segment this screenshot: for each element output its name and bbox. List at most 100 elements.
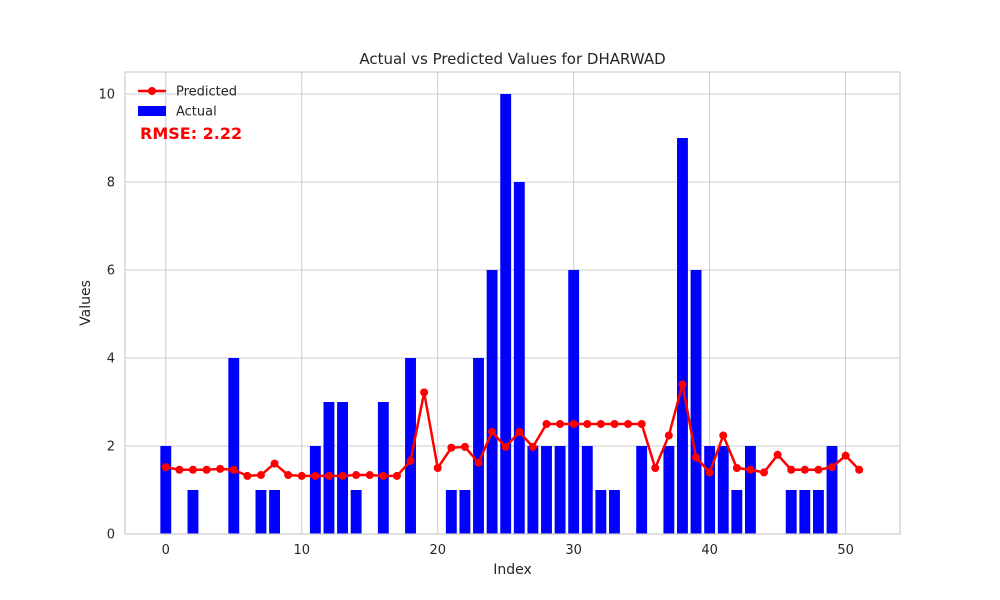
predicted-point <box>542 420 551 428</box>
legend-actual-swatch <box>138 106 166 116</box>
predicted-point <box>270 459 279 468</box>
predicted-point <box>596 420 605 428</box>
predicted-point <box>800 465 809 474</box>
actual-bar <box>527 446 539 534</box>
actual-bar <box>541 446 552 534</box>
predicted-point <box>705 468 714 477</box>
predicted-point <box>678 380 687 389</box>
actual-bar <box>513 182 525 534</box>
predicted-point <box>624 420 633 428</box>
chart-title: Actual vs Predicted Values for DHARWAD <box>359 50 665 68</box>
predicted-point <box>216 464 225 473</box>
x-tick-label: 50 <box>837 543 854 558</box>
predicted-point <box>719 431 728 440</box>
predicted-point <box>610 420 619 428</box>
predicted-point <box>488 427 497 436</box>
y-tick-labels: 0 2 4 6 8 10 <box>98 88 115 543</box>
predicted-point <box>828 463 837 472</box>
actual-bars <box>160 94 838 534</box>
actual-bar <box>581 446 593 534</box>
predicted-point <box>664 431 673 440</box>
predicted-point <box>338 471 347 480</box>
actual-bar <box>405 358 416 534</box>
predicted-point <box>202 465 211 474</box>
x-axis-label: Index <box>493 562 532 578</box>
x-tick-label: 20 <box>429 543 446 558</box>
predicted-point <box>760 468 769 477</box>
legend-predicted-label: Predicted <box>176 85 237 100</box>
predicted-point <box>732 464 741 472</box>
predicted-point <box>814 465 823 474</box>
actual-bar <box>595 490 607 534</box>
predicted-point <box>420 388 429 397</box>
predicted-point <box>324 471 333 480</box>
actual-bar <box>826 446 838 534</box>
predicted-point <box>256 471 265 480</box>
actual-bar <box>609 490 620 534</box>
rmse-annotation: RMSE: 2.22 <box>140 124 242 143</box>
y-tick-label: 4 <box>107 352 115 367</box>
predicted-point <box>583 420 592 428</box>
actual-bar <box>663 446 675 534</box>
actual-bar <box>459 490 471 534</box>
y-tick-label: 8 <box>107 176 115 191</box>
actual-bar <box>323 402 335 534</box>
predicted-point <box>651 464 660 472</box>
actual-bar <box>228 358 240 534</box>
actual-bar <box>690 270 702 534</box>
predicted-point <box>773 450 782 459</box>
x-tick-label: 10 <box>293 543 310 558</box>
actual-bar <box>677 138 688 534</box>
y-tick-label: 6 <box>107 264 115 279</box>
predicted-point <box>161 463 170 472</box>
predicted-point <box>692 453 701 462</box>
predicted-point <box>392 471 401 480</box>
predicted-point <box>229 465 238 474</box>
predicted-point <box>447 443 456 452</box>
predicted-point <box>379 471 388 480</box>
actual-bar <box>255 490 267 534</box>
actual-bar <box>745 446 756 534</box>
predicted-point <box>855 465 864 474</box>
x-tick-labels: 0 10 20 30 40 50 <box>162 543 854 558</box>
predicted-point <box>460 442 469 451</box>
actual-bar <box>785 490 797 534</box>
predicted-point <box>284 471 293 480</box>
actual-bar <box>473 358 484 534</box>
predicted-point <box>787 465 796 474</box>
actual-bar <box>445 490 457 534</box>
predicted-point <box>297 471 306 480</box>
plot-area <box>125 72 900 534</box>
actual-bar <box>187 490 199 534</box>
actual-bar <box>704 446 716 534</box>
actual-bar <box>350 490 362 534</box>
x-tick-label: 0 <box>162 543 170 558</box>
predicted-point <box>365 471 374 480</box>
actual-bar <box>160 446 172 534</box>
actual-bar <box>377 402 389 534</box>
actual-bar <box>636 446 648 534</box>
actual-bar <box>717 446 729 534</box>
actual-bar <box>568 270 580 534</box>
predicted-point <box>406 456 415 465</box>
predicted-point <box>311 471 320 480</box>
actual-bar <box>554 446 566 534</box>
actual-bar <box>486 270 498 534</box>
predicted-point <box>515 427 524 436</box>
predicted-line-group <box>161 380 864 480</box>
predicted-point <box>746 465 755 474</box>
predicted-line <box>165 383 861 478</box>
actual-bar <box>731 490 743 534</box>
y-tick-label: 2 <box>107 440 115 455</box>
legend-actual-label: Actual <box>176 105 217 120</box>
predicted-point <box>569 420 578 428</box>
actual-bar <box>812 490 824 534</box>
actual-bar <box>500 94 512 534</box>
y-axis-label: Values <box>78 280 94 326</box>
y-tick-label: 10 <box>98 88 115 103</box>
predicted-point <box>474 458 483 467</box>
predicted-point <box>433 464 442 472</box>
predicted-point <box>841 451 850 460</box>
predicted-point <box>243 471 252 480</box>
